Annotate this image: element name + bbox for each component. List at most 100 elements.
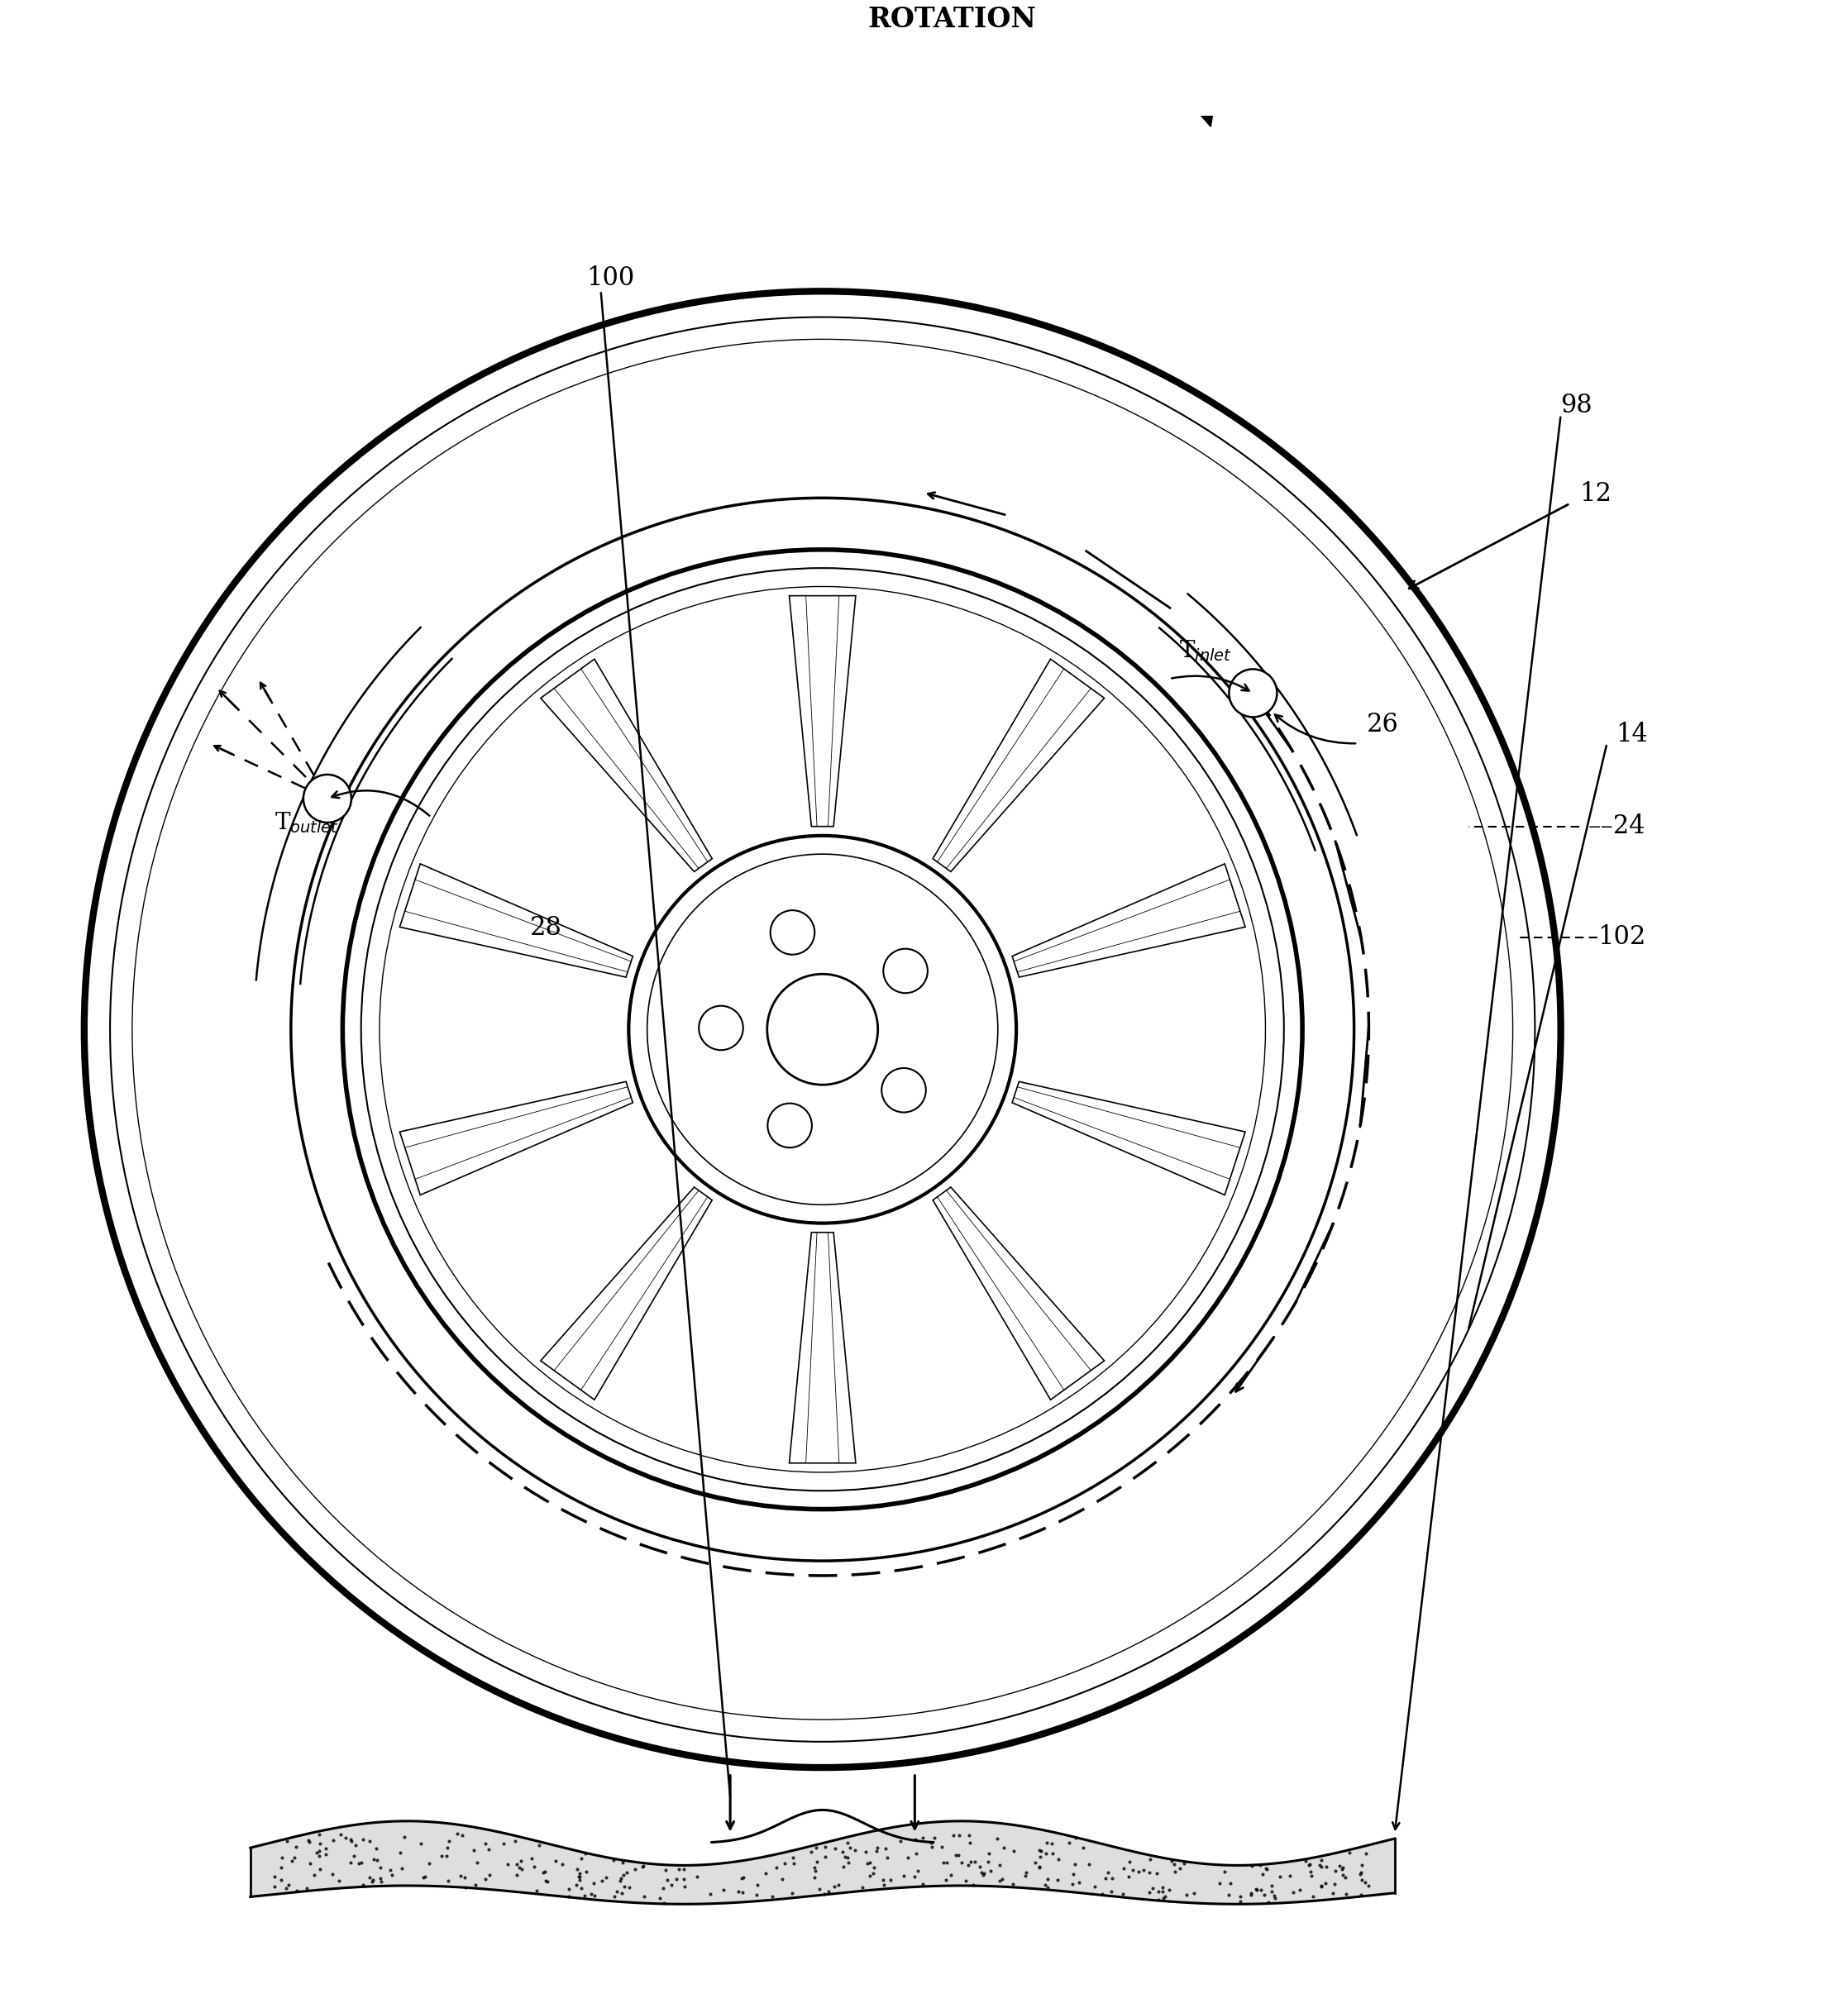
Point [1059,1858,1088,1890]
Text: ––24: ––24 [1589,813,1647,839]
Point [272,1826,301,1858]
Point [1205,1868,1234,1900]
Point [857,1858,887,1890]
Point [554,1872,584,1904]
Point [917,1826,946,1858]
Point [1307,1870,1336,1902]
Point [1118,1854,1148,1886]
Point [1236,1878,1266,1910]
Point [1345,1858,1375,1890]
Point [359,1864,388,1896]
Point [1081,1870,1111,1902]
Point [1225,1880,1255,1912]
Point [1329,1858,1358,1890]
Point [776,1878,806,1910]
Point [662,1864,691,1896]
Point [1331,1862,1360,1894]
Point [1351,1838,1380,1870]
Point [261,1860,290,1892]
Point [954,1820,983,1852]
Point [1170,1848,1199,1880]
Point [469,1862,499,1894]
Point [863,1832,893,1864]
Point [1247,1858,1277,1890]
Point [366,1862,395,1894]
Text: 98: 98 [1562,393,1593,419]
Point [580,1880,610,1912]
Point [778,1842,808,1874]
Point [802,1846,832,1878]
Point [1148,1870,1177,1902]
Point [1053,1826,1083,1858]
Point [813,1876,843,1908]
Polygon shape [1013,1081,1246,1196]
Circle shape [628,835,1016,1224]
Polygon shape [249,1822,1395,1904]
Point [769,1848,798,1880]
Point [336,1824,366,1856]
Point [608,1876,638,1908]
Point [1064,1866,1094,1898]
Point [939,1820,968,1852]
Point [599,1844,628,1876]
Point [490,1828,519,1860]
Polygon shape [789,1232,856,1463]
Point [968,1860,998,1892]
Point [800,1854,830,1886]
Text: 12: 12 [1580,481,1611,507]
Point [604,1864,634,1896]
Point [852,1848,881,1880]
Point [998,1834,1027,1866]
Point [414,1846,444,1878]
Point [1109,1878,1138,1910]
Point [861,1834,891,1866]
Point [750,1858,780,1890]
Point [1266,1860,1295,1892]
Point [569,1880,599,1912]
Point [1144,1876,1173,1908]
Point [944,1840,974,1872]
Point [336,1824,366,1856]
Point [832,1828,861,1860]
Point [447,1820,477,1852]
Point [1094,1856,1124,1888]
Point [325,1864,355,1896]
Point [743,1870,772,1902]
Point [460,1868,490,1900]
Point [390,1822,419,1854]
Point [900,1860,930,1892]
Point [591,1862,621,1894]
Point [521,1874,551,1906]
Point [1033,1862,1063,1894]
Point [1159,1848,1188,1880]
Point [941,1840,970,1872]
Point [833,1842,863,1874]
Point [355,1862,384,1894]
Point [565,1872,595,1904]
Point [505,1852,534,1884]
Point [1297,1860,1327,1892]
Point [1037,1828,1066,1860]
Text: 100: 100 [586,266,634,292]
Point [508,1852,538,1884]
Point [432,1832,462,1864]
Point [571,1856,601,1888]
Point [310,1832,340,1864]
Point [1246,1848,1275,1880]
Point [344,1848,373,1880]
Point [902,1838,931,1870]
Point [614,1872,643,1904]
Point [1347,1850,1377,1882]
Point [366,1866,395,1898]
Circle shape [1229,668,1277,717]
Point [277,1846,307,1878]
Point [955,1846,985,1878]
Point [475,1858,505,1890]
Point [1148,1874,1177,1906]
Point [517,1842,547,1874]
Point [1290,1844,1319,1876]
Point [985,1850,1015,1882]
Point [876,1864,906,1896]
Point [959,1868,989,1900]
Point [462,1846,492,1878]
